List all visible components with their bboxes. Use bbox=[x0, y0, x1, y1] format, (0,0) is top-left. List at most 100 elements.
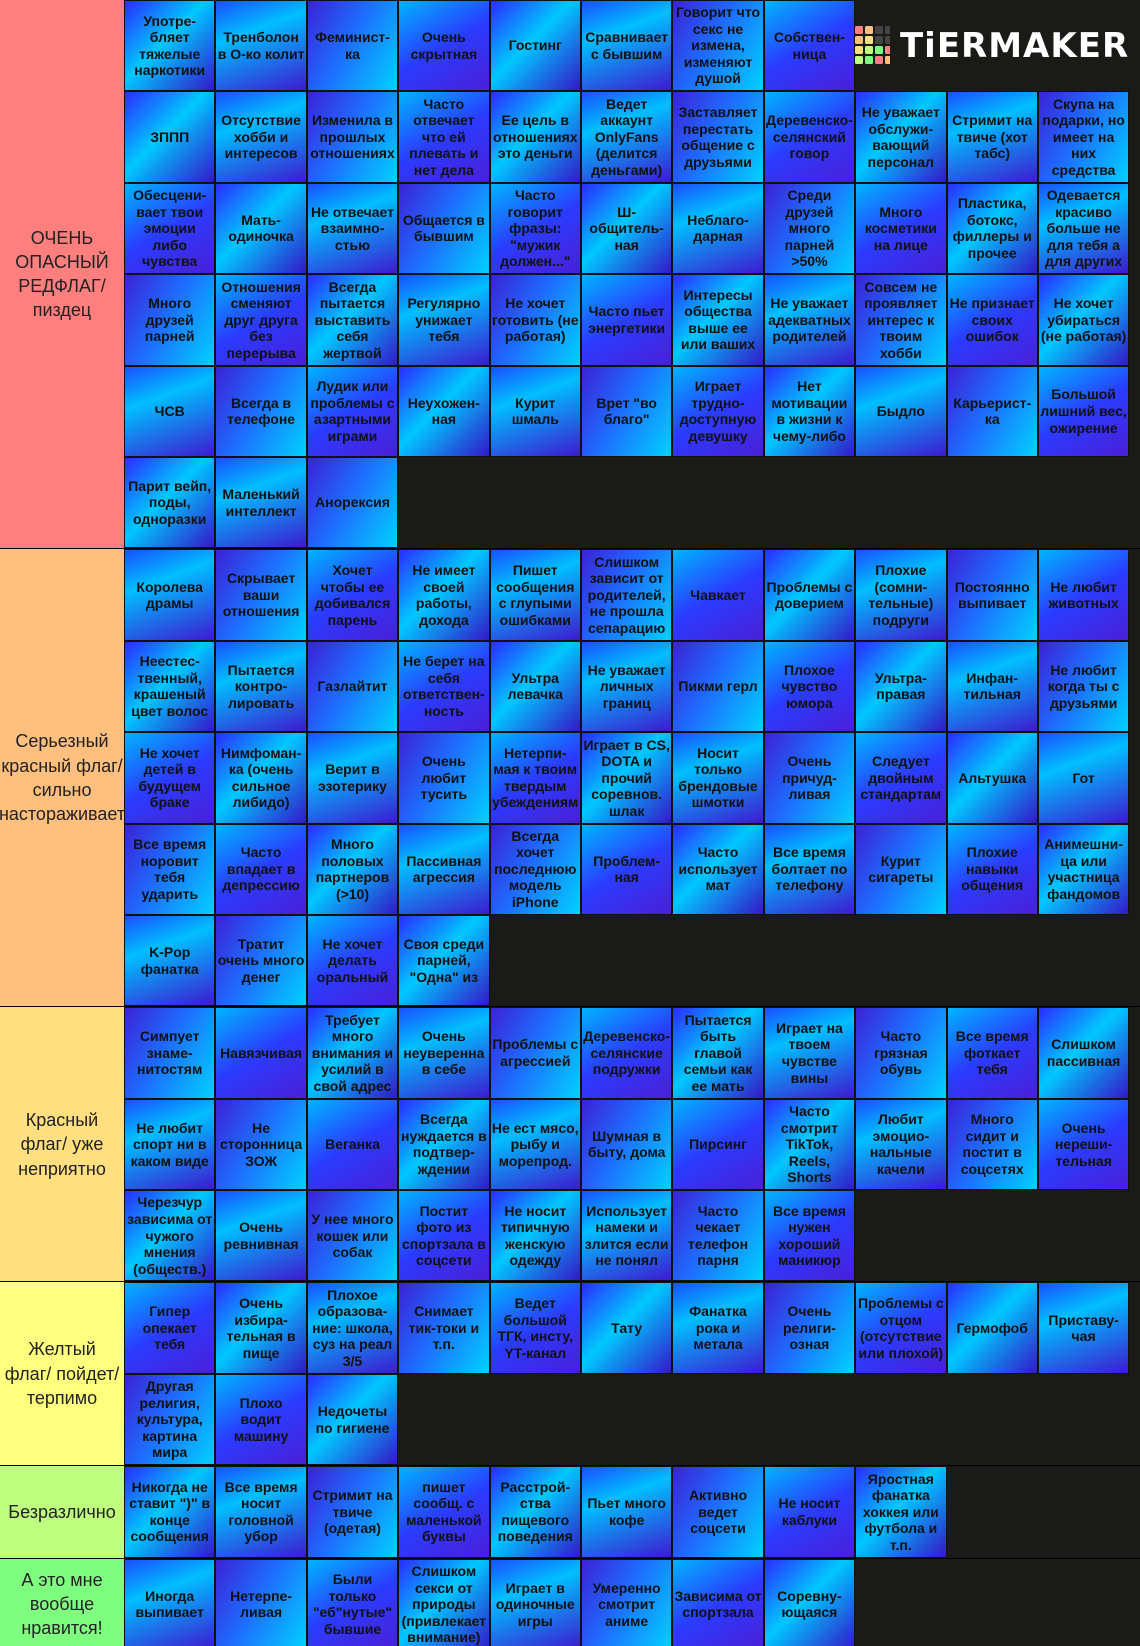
logo: TiERMAKER bbox=[855, 0, 1129, 91]
tier-row: Безразлично Никогда не ставит ")" в конце… bbox=[0, 1466, 1140, 1559]
tier-item: Неестес-твенный, крашеный цвет волос bbox=[124, 640, 216, 733]
tier-item: Не носит типичную женскую одежду bbox=[489, 1190, 581, 1282]
tier-item: Верит в эзотерику bbox=[306, 732, 399, 824]
tier-item: Чавкает bbox=[672, 549, 764, 641]
tier-item: Феминист-ка bbox=[306, 0, 399, 92]
tier-item: Любит эмоцио-нальные качели bbox=[855, 1098, 947, 1191]
tier-item: Всегда в телефоне bbox=[215, 365, 307, 457]
tier-item: Пикми герл bbox=[672, 640, 764, 733]
tier-item: Все время фоткает тебя bbox=[946, 1007, 1038, 1099]
tier-item: Не хочет убираться (не работая) bbox=[1037, 274, 1130, 366]
tier-item: Гипер опекает тебя bbox=[124, 1282, 216, 1374]
tier-item: Быдло bbox=[855, 365, 947, 457]
tier-item: K-Pop фанатка bbox=[124, 914, 216, 1007]
tier-item: Играет в CS, DOTA и прочий соревнов. шла… bbox=[580, 732, 673, 824]
tier-item: Очень религи-озная bbox=[763, 1282, 856, 1374]
tier-item: Часто использует мат bbox=[672, 823, 764, 915]
tier-item: Нет мотивации в жизни к чему-либо bbox=[763, 365, 856, 457]
tier-item: Ультра левачка bbox=[489, 640, 581, 733]
tier-item: Проблем-ная bbox=[580, 823, 673, 915]
tier-item: Общается в бывшим bbox=[398, 182, 490, 275]
tier-item: Нетерпе-ливая bbox=[215, 1558, 307, 1646]
tier-item: Зависима от спортзала bbox=[672, 1558, 764, 1646]
tier-item: Симпует знаме-нитостям bbox=[124, 1007, 216, 1099]
tier-item: Не любит когда ты с друзьями bbox=[1037, 640, 1130, 733]
tier-label: Желтый флаг/ пойдет/ терпимо bbox=[0, 1282, 124, 1466]
tier-item: Не любит спорт ни в каком виде bbox=[124, 1098, 216, 1191]
tier-items: Никогда не ставит ")" в конце сообщения В… bbox=[124, 1466, 1140, 1558]
tier-item: Не любит животных bbox=[1037, 549, 1130, 641]
tier-item: Очень причуд-ливая bbox=[763, 732, 856, 824]
logo-text: TiERMAKER bbox=[899, 25, 1130, 66]
tier-item: Все время носит головной убор bbox=[215, 1466, 307, 1558]
tier-item: Не хочет готовить (не работая) bbox=[489, 274, 581, 366]
tier-item: Гермофоб bbox=[946, 1282, 1038, 1374]
tier-item: Пассивная агрессия bbox=[398, 823, 490, 915]
tier-item: Курит сигареты bbox=[855, 823, 947, 915]
tier-item: Пишет сообщения с глупыми ошибками bbox=[489, 549, 581, 641]
tier-item: Газлайтит bbox=[306, 640, 399, 733]
tier-item: Иногда выпивает bbox=[124, 1558, 216, 1646]
tier-item: Стримит на твиче (хот табс) bbox=[946, 91, 1038, 183]
tier-item: Пытается контро-лировать bbox=[215, 640, 307, 733]
logo-icon bbox=[855, 25, 890, 64]
tier-item: Регулярно унижает тебя bbox=[398, 274, 490, 366]
tier-item: Своя среди парней, "Одна" из bbox=[398, 914, 490, 1007]
tier-item: Часто впадает в депрессию bbox=[215, 823, 307, 915]
tier-item: Плохие навыки общения bbox=[946, 823, 1038, 915]
tier-row: Желтый флаг/ пойдет/ терпимо Гипер опекае… bbox=[0, 1282, 1140, 1467]
tier-item: Говорит что секс не измена, изменяют душ… bbox=[672, 0, 764, 92]
tier-item: Тату bbox=[580, 1282, 673, 1374]
tier-item: Расстрой-ства пищевого поведения bbox=[489, 1466, 581, 1558]
tier-item: Плохое образова-ние: школа, суз на реал … bbox=[306, 1282, 399, 1374]
tier-item: Играет на твоем чувстве вины bbox=[763, 1007, 856, 1099]
tier-item: Веганка bbox=[306, 1098, 399, 1191]
tier-item: У нее много кошек или собак bbox=[306, 1190, 399, 1282]
tier-label: А это мне вообще нравится! bbox=[0, 1558, 124, 1646]
tier-items: Симпует знаме-нитостям Навязчивая Требует … bbox=[124, 1007, 1140, 1282]
tier-item: Слишком секси от природы (привлекает вни… bbox=[398, 1558, 490, 1646]
tier-item: Постит фото из спортзала в соцсети bbox=[398, 1190, 490, 1282]
tier-item: Умеренно смотрит аниме bbox=[580, 1558, 673, 1646]
tier-item: Навязчивая bbox=[215, 1007, 307, 1099]
tier-item: Не имеет своей работы, дохода bbox=[398, 549, 490, 641]
tier-item: Очень избира-тельная в пище bbox=[215, 1282, 307, 1374]
tier-items: Иногда выпивает Нетерпе-ливая Были только … bbox=[124, 1558, 1140, 1646]
tier-item: Проблемы с доверием bbox=[763, 549, 856, 641]
tier-item: Плохое чувство юмора bbox=[763, 640, 856, 733]
tier-item: Гот bbox=[1037, 732, 1130, 824]
tier-item: Ведет большой ТГК, инсту, YT-канал bbox=[489, 1282, 581, 1374]
tier-item: Ш-общитель-ная bbox=[580, 182, 673, 275]
tier-row: А это мне вообще нравится! Иногда выпивае… bbox=[0, 1558, 1140, 1646]
tier-item: Снимает тик-токи и т.п. bbox=[398, 1282, 490, 1374]
tier-item: Инфан-тильная bbox=[946, 640, 1038, 733]
tier-items: Королева драмы Скрывает ваши отношения Хоч… bbox=[124, 549, 1140, 1007]
tier-item: Слишком пассивная bbox=[1037, 1007, 1130, 1099]
tier-item: Гостинг bbox=[489, 0, 581, 92]
tier-item: Много половых партнеров (>10) bbox=[306, 823, 399, 915]
tier-item: Много косметики на лице bbox=[855, 182, 947, 275]
tier-item: Королева драмы bbox=[124, 549, 216, 641]
tier-item: Очень неуверенна в себе bbox=[398, 1007, 490, 1099]
tier-item: Не признает своих ошибок bbox=[946, 274, 1038, 366]
tier-item: Ее цель в отношениях это деньги bbox=[489, 91, 581, 183]
tier-item: Неблаго-дарная bbox=[672, 182, 764, 275]
tier-item: Проблемы с отцом (отсутствие или плохой) bbox=[855, 1282, 947, 1374]
tier-item: Сравнивает с бывшим bbox=[580, 0, 673, 92]
tier-item: Пьет много кофе bbox=[580, 1466, 673, 1558]
tier-row: Серьезный красный флаг/ сильно насторажи… bbox=[0, 549, 1140, 1008]
tier-item: Не сторонница ЗОЖ bbox=[215, 1098, 307, 1191]
tier-item: Ведет аккаунт OnlyFans (делится деньгами… bbox=[580, 91, 673, 183]
tier-item: Много друзей парней bbox=[124, 274, 216, 366]
tier-item: Маленький интеллект bbox=[215, 456, 307, 549]
tier-item: Не берет на себя ответствен-ность bbox=[398, 640, 490, 733]
tier-item: Интересы общества выше ее или ваших bbox=[672, 274, 764, 366]
tier-item: Все время болтает по телефону bbox=[763, 823, 856, 915]
tier-item: Очень любит тусить bbox=[398, 732, 490, 824]
tier-item: Совсем не проявляет интерес к твоим хобб… bbox=[855, 274, 947, 366]
tier-item: Собствен-ница bbox=[763, 0, 856, 92]
tier-item: Не ест мясо, рыбу и морепрод. bbox=[489, 1098, 581, 1191]
tier-item: Стримит на твиче (одетая) bbox=[306, 1466, 399, 1558]
tier-item: пишет сообщ. с маленькой буквы bbox=[398, 1466, 490, 1558]
